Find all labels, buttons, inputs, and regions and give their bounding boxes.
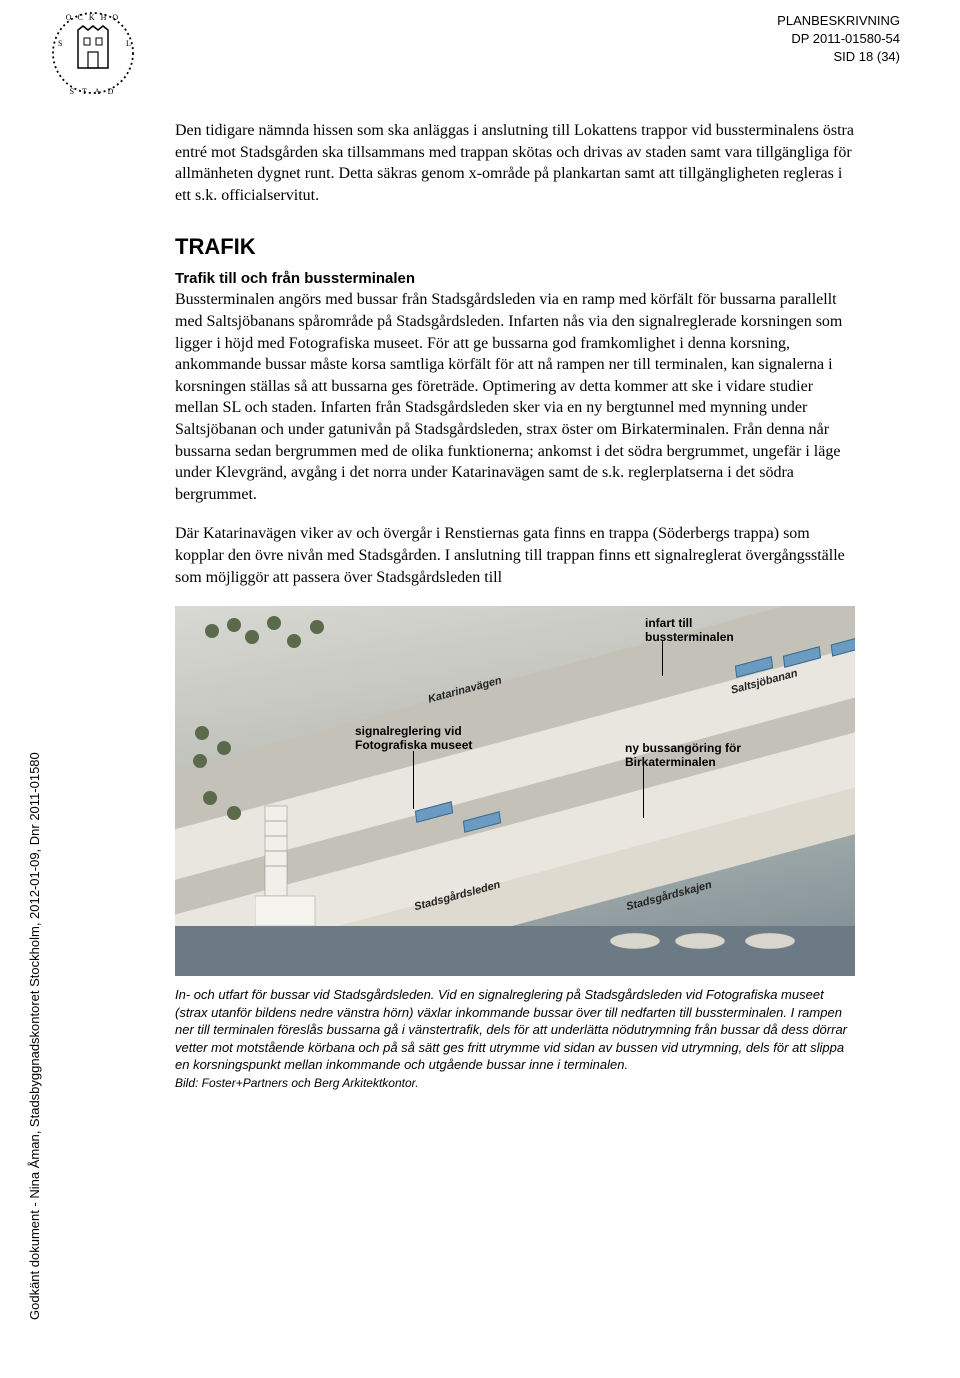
- svg-text:S: S: [58, 39, 62, 48]
- section-title: TRAFIK: [175, 234, 855, 260]
- figure-credit: Bild: Foster+Partners och Berg Arkitektk…: [175, 1076, 855, 1090]
- svg-text:O C K H O: O C K H O: [66, 13, 120, 22]
- page-header: PLANBESKRIVNING DP 2011-01580-54 SID 18 …: [777, 12, 900, 67]
- section-para-2: Där Katarinavägen viker av och övergår i…: [175, 523, 855, 588]
- doc-type: PLANBESKRIVNING: [777, 12, 900, 30]
- section-para-1: Bussterminalen angörs med bussar från St…: [175, 289, 855, 505]
- doc-number: DP 2011-01580-54: [777, 30, 900, 48]
- main-content: Den tidigare nämnda hissen som ska anläg…: [175, 120, 855, 1090]
- stockholm-logo: O C K H O S L S T A D: [48, 8, 138, 98]
- fig-label-infart: infart till bussterminalen: [645, 616, 734, 645]
- page-number: SID 18 (34): [777, 48, 900, 66]
- svg-text:S T A D: S T A D: [70, 87, 117, 96]
- approval-sidebar: Godkänt dokument - Nina Åman, Stadsbyggn…: [27, 752, 42, 1320]
- fig-label-nybuss: ny bussangöring för Birkaterminalen: [625, 741, 741, 770]
- traffic-diagram: infart till bussterminalen signalregleri…: [175, 606, 855, 976]
- elevator-tower-icon: [255, 796, 325, 936]
- subsection-title: Trafik till och från bussterminalen: [175, 270, 855, 287]
- intro-paragraph: Den tidigare nämnda hissen som ska anläg…: [175, 120, 855, 206]
- svg-text:L: L: [126, 39, 131, 48]
- boat-icon: [605, 921, 825, 961]
- fig-label-signal: signalreglering vid Fotografiska museet: [355, 724, 472, 753]
- figure-caption: In- och utfart för bussar vid Stadsgårds…: [175, 986, 855, 1074]
